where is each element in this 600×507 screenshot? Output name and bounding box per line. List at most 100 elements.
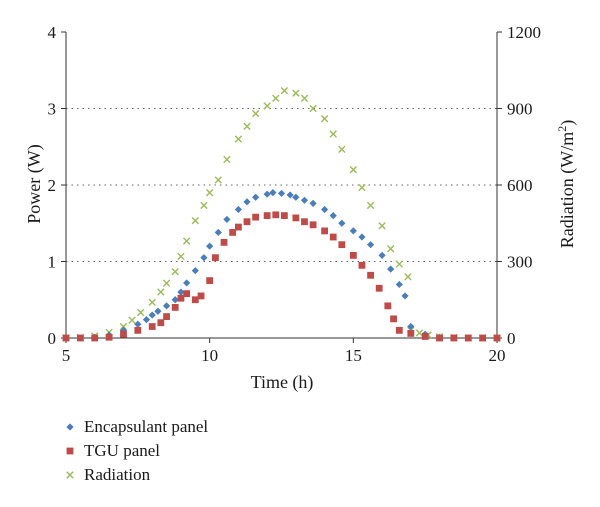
radiation-point — [223, 155, 231, 164]
tgu-panel-point — [329, 233, 337, 241]
radiation-point — [292, 89, 300, 97]
legend: Encapsulant panel TGU panel Radiation — [66, 417, 208, 484]
encapsulant-panel-point — [300, 196, 309, 204]
legend-label-encapsulant: Encapsulant panel — [84, 417, 208, 436]
tgu-panel-point — [292, 214, 300, 222]
radiation-point — [320, 115, 329, 123]
x-tick-label: 20 — [489, 346, 506, 365]
tgu-panel-point — [91, 334, 99, 342]
tgu-panel-point — [321, 227, 328, 235]
tgu-panel-point — [349, 251, 357, 259]
radiation-point — [200, 201, 208, 210]
tgu-panel-point — [390, 315, 397, 323]
y-left-tick-label: 4 — [48, 23, 57, 42]
y-right-tick-label: 300 — [507, 253, 533, 272]
radiation-point — [263, 102, 271, 110]
tgu-panel-point — [62, 334, 70, 342]
encapsulant-panel-point — [243, 198, 251, 206]
y-right-tick-label: 0 — [507, 329, 516, 348]
radiation-point — [358, 183, 366, 192]
x-tick-label: 10 — [201, 346, 218, 365]
radiation-point — [349, 166, 358, 174]
tgu-panel-point — [220, 238, 228, 246]
encapsulant-panel-point — [321, 205, 329, 214]
y-right-axis-title-sup: 2 — [555, 126, 569, 132]
tgu-panel-point — [134, 326, 142, 334]
tgu-panel-point — [229, 229, 237, 236]
encapsulant-panel-point — [171, 296, 179, 304]
radiation-point — [386, 245, 395, 253]
encapsulant-panel-point — [142, 316, 151, 324]
legend-marker-encapsulant — [66, 423, 74, 431]
tgu-panel-point — [464, 334, 472, 342]
y-right-axis-title-main: Radiation (W/m — [557, 132, 578, 248]
tgu-panel-point — [243, 218, 251, 226]
encapsulant-panel-point — [407, 322, 415, 331]
encapsulant-panel-point — [183, 279, 191, 287]
tgu-panel-point — [358, 261, 366, 269]
encapsulant-panel-point — [206, 242, 214, 250]
y-right-tick-label: 900 — [507, 100, 533, 119]
encapsulant-panel-point — [191, 267, 199, 275]
encapsulant-panel-point — [154, 307, 162, 315]
tgu-panel-point — [272, 211, 280, 219]
y-right-tick-label: 600 — [507, 176, 533, 195]
radiation-point — [191, 217, 199, 225]
legend-item-encapsulant: Encapsulant panel — [66, 417, 208, 436]
data-marks — [62, 86, 501, 342]
tgu-panel-point — [395, 326, 403, 334]
radiation-point — [251, 109, 260, 118]
y-right-axis-title-close: ) — [557, 120, 578, 126]
tgu-panel-point — [171, 304, 179, 311]
encapsulant-panel-point — [252, 193, 260, 201]
y-left-tick-label: 1 — [48, 253, 57, 272]
axes — [61, 31, 502, 343]
radiation-point — [309, 104, 317, 113]
encapsulant-panel-point — [292, 193, 300, 201]
radiation-point — [415, 329, 424, 337]
legend-item-tgu: TGU panel — [66, 441, 160, 460]
tgu-panel-point — [338, 241, 346, 249]
x-tick-label: 5 — [62, 346, 71, 365]
tgu-panel-point — [309, 221, 317, 229]
tgu-panel-point — [212, 254, 219, 262]
encapsulant-panel-point — [378, 251, 386, 259]
encapsulant-panel-point — [263, 190, 271, 198]
encapsulant-panel-point — [223, 215, 231, 224]
tgu-panel-point — [252, 213, 260, 221]
tgu-panel-point — [197, 292, 205, 300]
tgu-panel-point — [235, 223, 242, 231]
y-left-tick-label: 0 — [48, 329, 57, 348]
tgu-panel-point — [76, 334, 84, 342]
encapsulant-panel-point — [366, 241, 375, 249]
tgu-panel-point — [384, 302, 392, 310]
encapsulant-panel-point — [338, 219, 346, 227]
radiation-point — [171, 268, 179, 276]
y-right-axis-title: Radiation (W/m2) — [555, 120, 578, 248]
legend-label-tgu: TGU panel — [84, 441, 160, 460]
legend-label-radiation: Radiation — [84, 465, 151, 484]
y-left-axis-title: Power (W) — [24, 144, 45, 223]
radiation-point — [395, 260, 404, 268]
radiation-point — [378, 222, 386, 230]
encapsulant-panel-point — [358, 233, 366, 241]
encapsulant-panel-point — [329, 212, 337, 220]
radiation-point — [157, 288, 165, 296]
radiation-point — [329, 130, 337, 138]
radiation-point — [182, 237, 191, 245]
legend-marker-tgu — [66, 447, 74, 455]
tgu-panel-point — [177, 294, 185, 302]
tgu-panel-point — [163, 313, 170, 320]
y-left-tick-label: 2 — [48, 176, 57, 195]
radiation-point — [234, 135, 243, 143]
encapsulant-panel-point — [286, 191, 294, 199]
tgu-panel-point — [493, 334, 501, 342]
tgu-panel-point — [120, 330, 127, 338]
tgu-panel-point — [367, 271, 374, 279]
radiation-point — [243, 122, 251, 131]
y-right-tick-label: 1200 — [507, 23, 541, 42]
encapsulant-panel-point — [119, 326, 128, 334]
tgu-panel-point — [157, 319, 165, 327]
encapsulant-panel-point — [234, 205, 242, 214]
